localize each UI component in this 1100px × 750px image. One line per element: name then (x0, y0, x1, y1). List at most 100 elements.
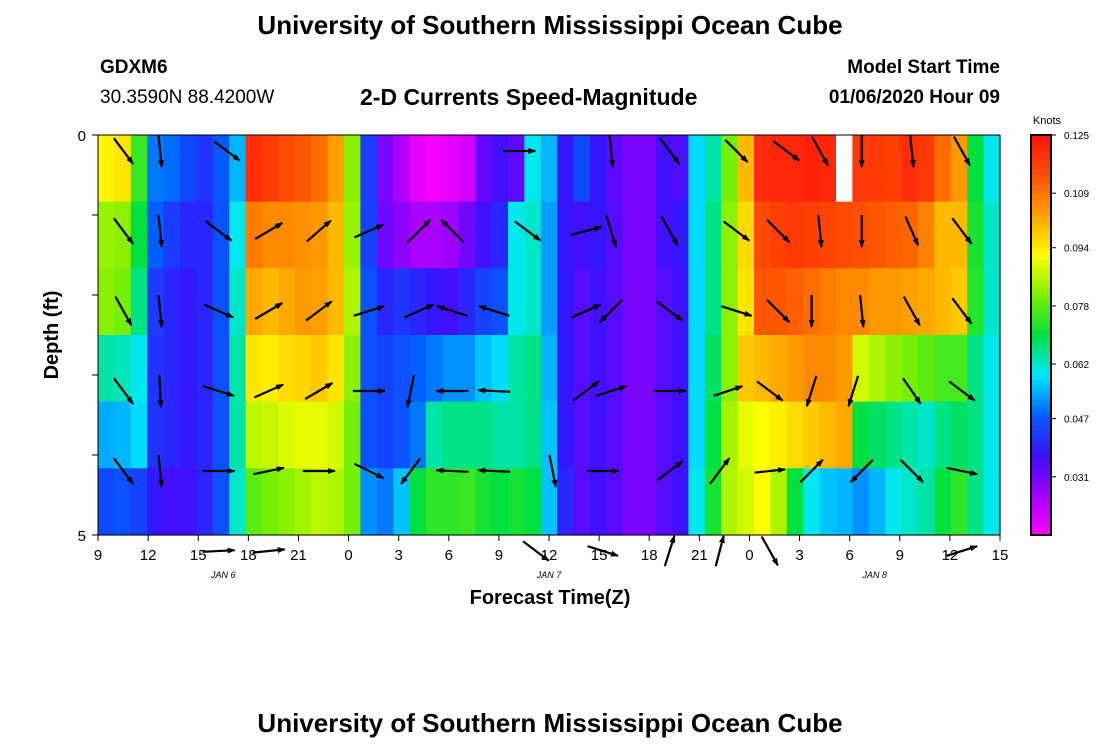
current-arrow (952, 136, 971, 167)
heatmap-cell (196, 201, 214, 269)
heatmap-cell (196, 401, 214, 469)
heatmap-cell (934, 135, 952, 203)
heatmap-cell (672, 401, 689, 469)
x-tick-label: 6 (445, 547, 453, 564)
current-arrow (660, 216, 679, 247)
x-tick-label: 9 (896, 547, 904, 564)
colorbar-segment (1031, 195, 1051, 201)
current-arrow (157, 214, 164, 248)
heatmap-cell (639, 135, 657, 203)
heatmap-cell (475, 268, 493, 336)
heatmap-cell (934, 468, 952, 536)
date-label: JAN 7 (536, 570, 563, 580)
heatmap-cell (606, 268, 624, 336)
heatmap-cell (278, 201, 296, 269)
heatmap-cell (622, 268, 640, 336)
heatmap-cell (852, 135, 870, 203)
current-arrow (720, 305, 753, 317)
heatmap-cell (950, 401, 968, 469)
current-arrow (572, 380, 600, 402)
heatmap-cell (491, 401, 509, 469)
heatmap-cell (754, 335, 771, 403)
colorbar-segment (1031, 440, 1051, 446)
x-tick-label: 15 (190, 547, 207, 564)
current-arrow (948, 380, 976, 402)
current-arrow (353, 305, 386, 317)
heatmap-cell (590, 201, 607, 269)
heatmap-cell (688, 268, 706, 336)
colorbar-segment (1031, 450, 1051, 456)
current-arrow (605, 214, 617, 248)
heatmap-cell (819, 401, 837, 469)
heatmap-cell (376, 468, 394, 536)
heatmap-cell (130, 335, 148, 403)
colorbar-segment (1031, 275, 1051, 281)
heatmap-cell (573, 468, 591, 536)
current-arrow (436, 305, 468, 317)
heatmap-cell (590, 401, 607, 469)
heatmap-cell (98, 135, 115, 203)
heatmap-cell (376, 268, 394, 336)
current-arrow (435, 467, 469, 474)
heatmap-cell (655, 135, 673, 203)
heatmap-cell (180, 468, 197, 536)
current-arrow (713, 385, 744, 397)
colorbar-segment (1031, 355, 1051, 361)
heatmap-cell (475, 135, 493, 203)
heatmap-cell (458, 268, 476, 336)
heatmap-cell (426, 335, 443, 403)
heatmap-cell (721, 468, 739, 536)
heatmap-cell (868, 468, 886, 536)
x-tick-label: 12 (942, 547, 959, 564)
heatmap-cell (934, 268, 952, 336)
heatmap-cell (212, 401, 230, 469)
heatmap-cell (836, 201, 853, 269)
current-arrow (570, 225, 603, 237)
colorbar-segment (1031, 260, 1051, 266)
model-start-value: 01/06/2020 Hour 09 (828, 87, 1000, 108)
current-arrow (477, 467, 511, 474)
heatmap-cell (508, 201, 525, 269)
heatmap-cell (262, 468, 279, 536)
colorbar-segment (1031, 150, 1051, 156)
y-tick-label: 5 (78, 528, 86, 545)
heatmap-cell (885, 268, 903, 336)
current-arrow (253, 466, 285, 476)
colorbar-segment (1031, 320, 1051, 326)
heatmap-cell (491, 135, 509, 203)
heatmap-cell (688, 401, 706, 469)
heatmap-cell (868, 401, 886, 469)
current-arrow (724, 139, 749, 163)
heatmap-cell (983, 201, 1001, 269)
current-arrow (849, 459, 874, 483)
colorbar-segment (1031, 390, 1051, 396)
heatmap-cell (409, 468, 427, 536)
heatmap-cell (344, 468, 361, 536)
heatmap-cell (196, 135, 214, 203)
heatmap-cell (737, 135, 755, 203)
heatmap-cell (803, 201, 821, 269)
colorbar-segment (1031, 495, 1051, 501)
heatmap-cell (786, 468, 804, 536)
heatmap-cell (360, 401, 378, 469)
current-arrow (595, 385, 628, 397)
colorbar-segment (1031, 230, 1051, 236)
heatmap-cell (688, 201, 706, 269)
heatmap-cell (409, 401, 427, 469)
colorbar-segment (1031, 290, 1051, 296)
heatmap-cell (163, 268, 181, 336)
colorbar-segment (1031, 350, 1051, 356)
heatmap-cell (163, 335, 181, 403)
colorbar-segment (1031, 410, 1051, 416)
heatmap-cell (803, 135, 821, 203)
current-arrow (440, 219, 465, 243)
heatmap-cell (360, 201, 378, 269)
heatmap-cell (868, 135, 886, 203)
heatmap-cell (229, 401, 247, 469)
colorbar-segment (1031, 345, 1051, 351)
current-arrow (112, 457, 134, 485)
heatmap-cell (967, 201, 985, 269)
heatmap-cell (98, 401, 115, 469)
heatmap-cell (688, 135, 706, 203)
current-arrow (756, 380, 784, 402)
